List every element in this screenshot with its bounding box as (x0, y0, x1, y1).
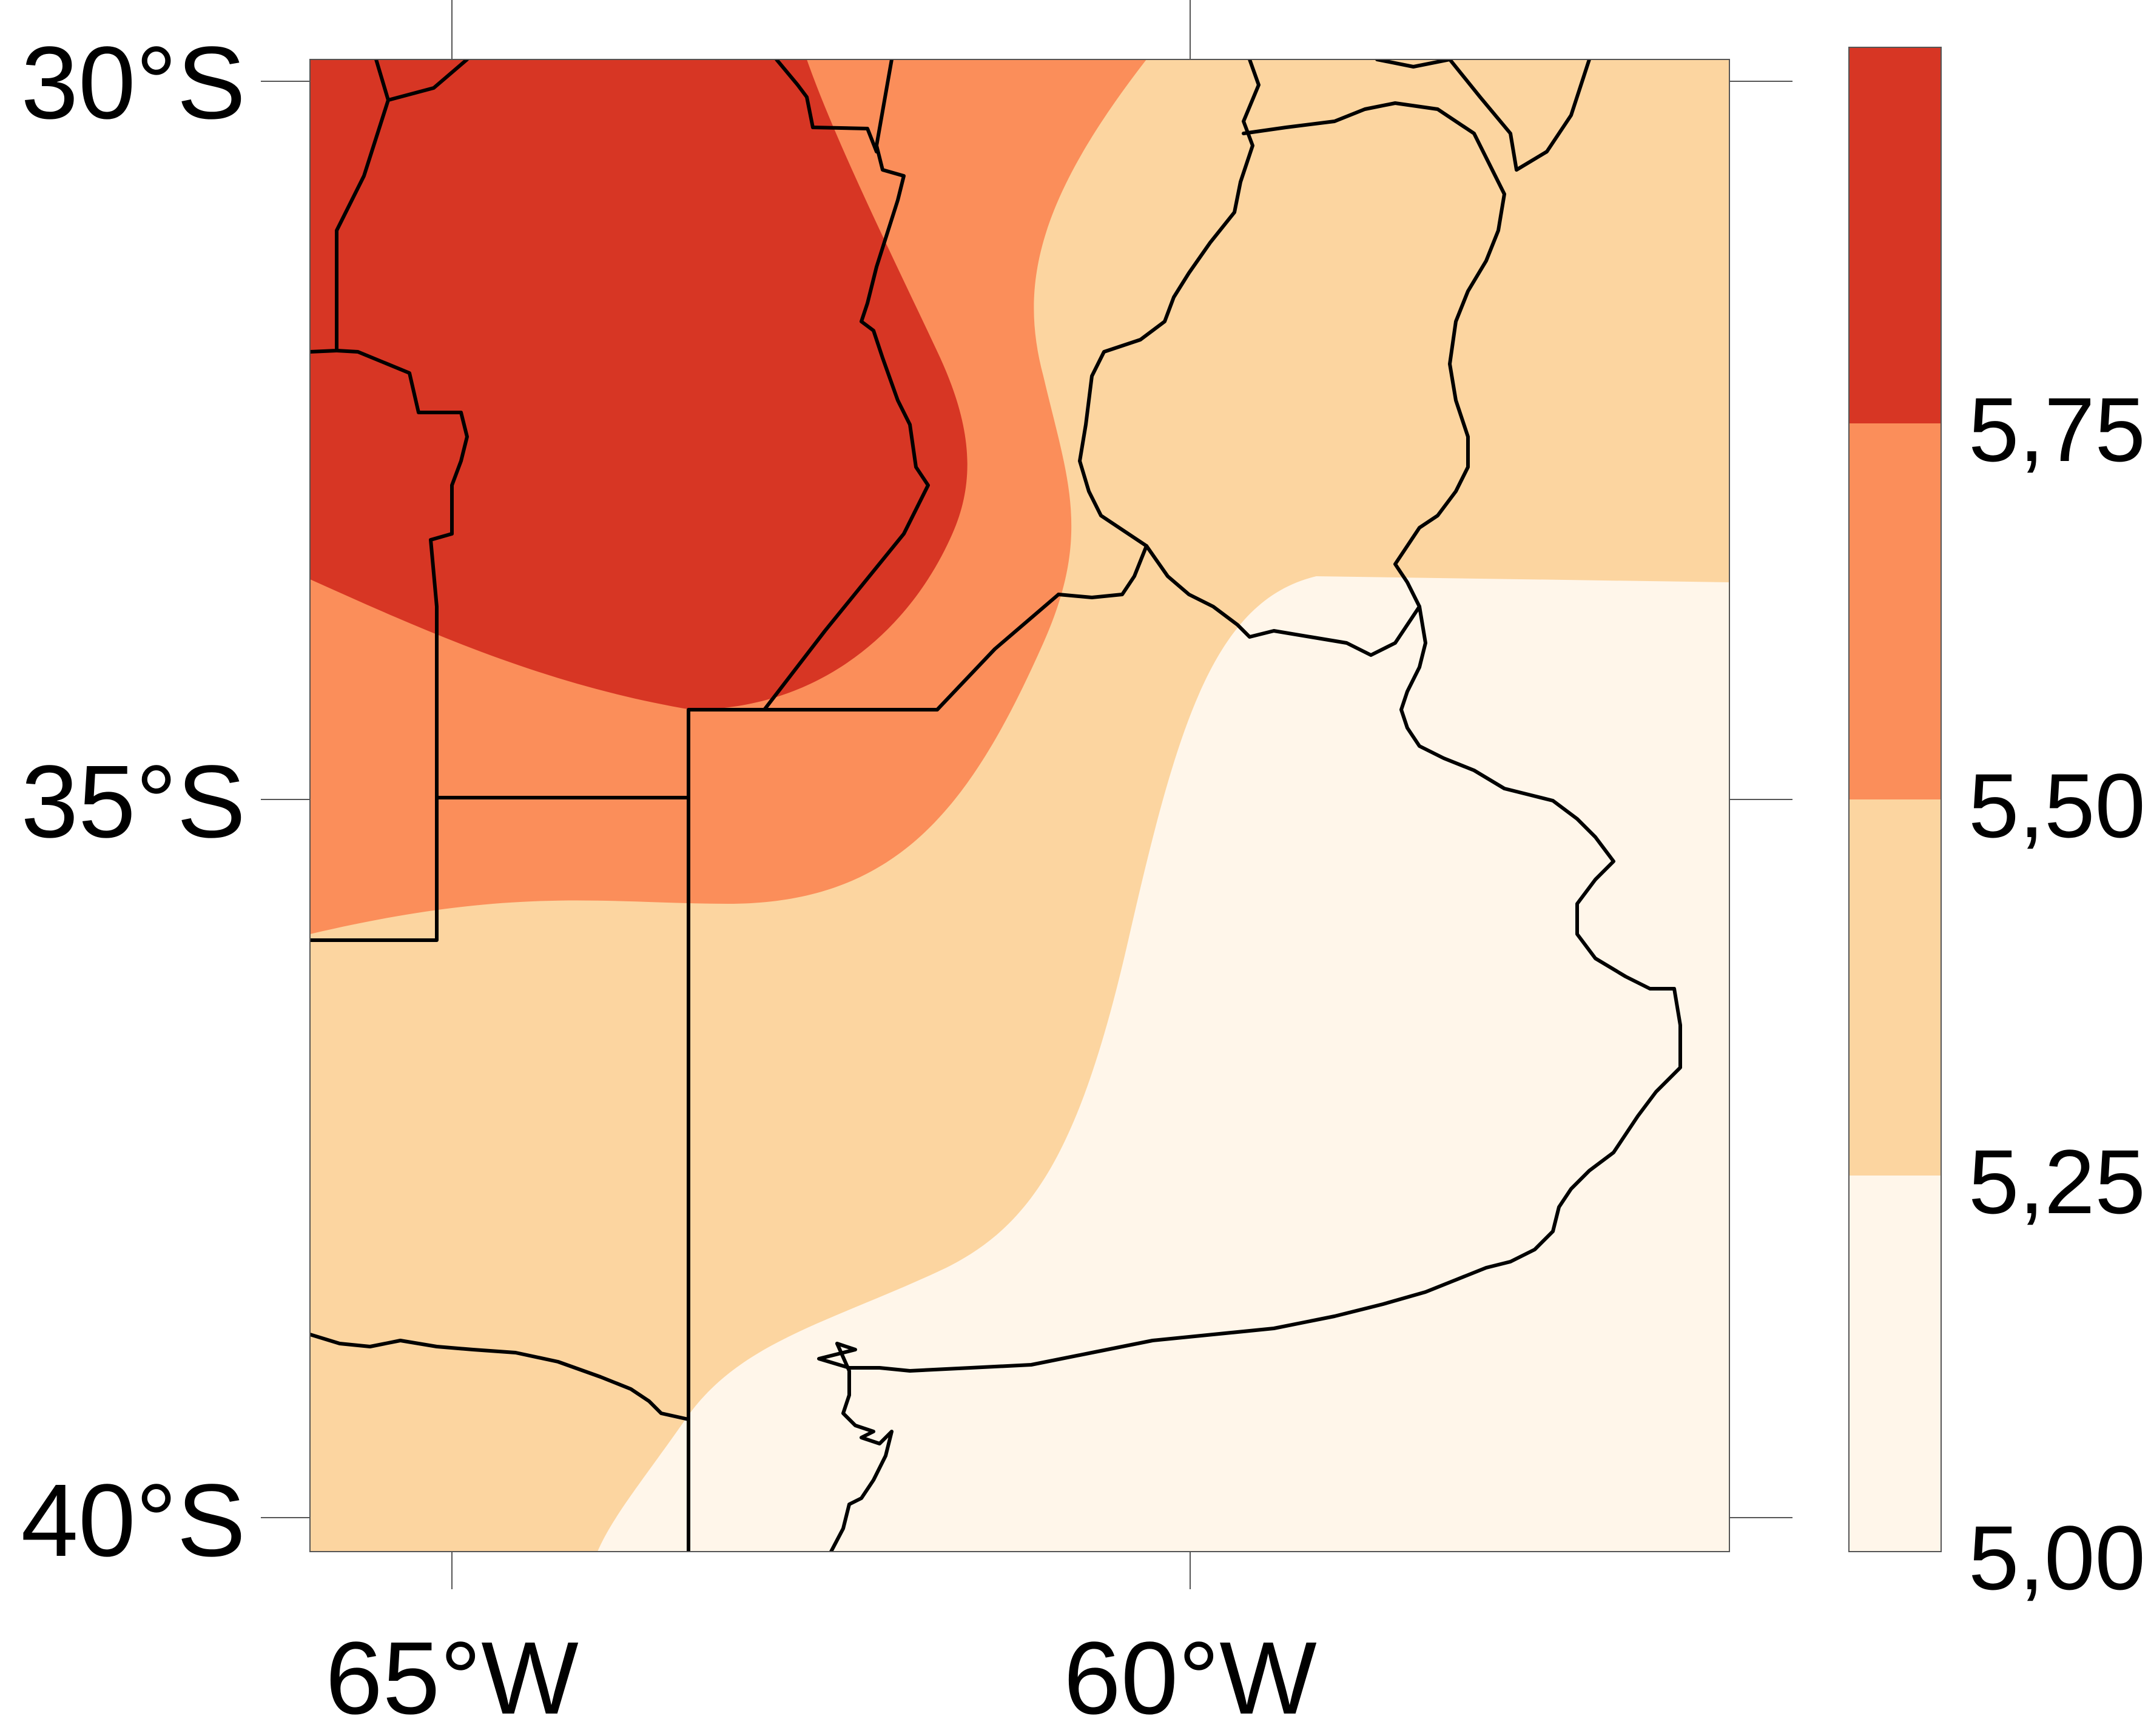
ticks (261, 0, 1792, 1589)
contour-fill (310, 59, 1729, 1552)
coastline (829, 1342, 894, 1552)
colorbar-label: 5,50 (1968, 755, 2146, 856)
colorbar: 5,75 5,50 5,25 5,00 (1848, 47, 2146, 1609)
map-frame (309, 59, 1730, 1552)
province-border (762, 59, 930, 712)
colorbar-segment (1849, 1176, 1941, 1552)
province-border (775, 59, 878, 153)
colorbar-label: 5,75 (1968, 378, 2146, 480)
coastline (817, 605, 1682, 1373)
colorbar-segment (1849, 799, 1941, 1176)
province-border (1242, 101, 1506, 608)
lon-label-60w: 60°W (1063, 1621, 1317, 1736)
province-border (1145, 544, 1421, 657)
colorbar-label: 5,25 (1968, 1131, 2146, 1233)
lat-label-35s: 35°S (21, 744, 246, 860)
colorbar-label: 5,00 (1968, 1507, 2146, 1609)
province-border (374, 59, 390, 102)
lat-labels: 30°S 35°S 40°S (21, 25, 246, 1578)
band-5-75 (310, 59, 968, 710)
boundaries (310, 59, 1682, 1552)
province-border (1375, 59, 1452, 69)
province-border (1448, 59, 1591, 172)
province-border (310, 1333, 690, 1421)
province-border (687, 593, 1060, 1552)
colorbar-frame (1848, 47, 1942, 1552)
colorbar-segment (1849, 47, 1941, 423)
lat-label-40s: 40°S (21, 1463, 246, 1578)
colorbar-segment (1849, 423, 1941, 799)
lon-labels: 65°W 60°W (325, 1621, 1317, 1736)
lat-label-30s: 30°S (21, 25, 246, 141)
province-border (1057, 59, 1261, 599)
province-border (310, 349, 469, 942)
lon-label-65w: 65°W (325, 1621, 579, 1736)
